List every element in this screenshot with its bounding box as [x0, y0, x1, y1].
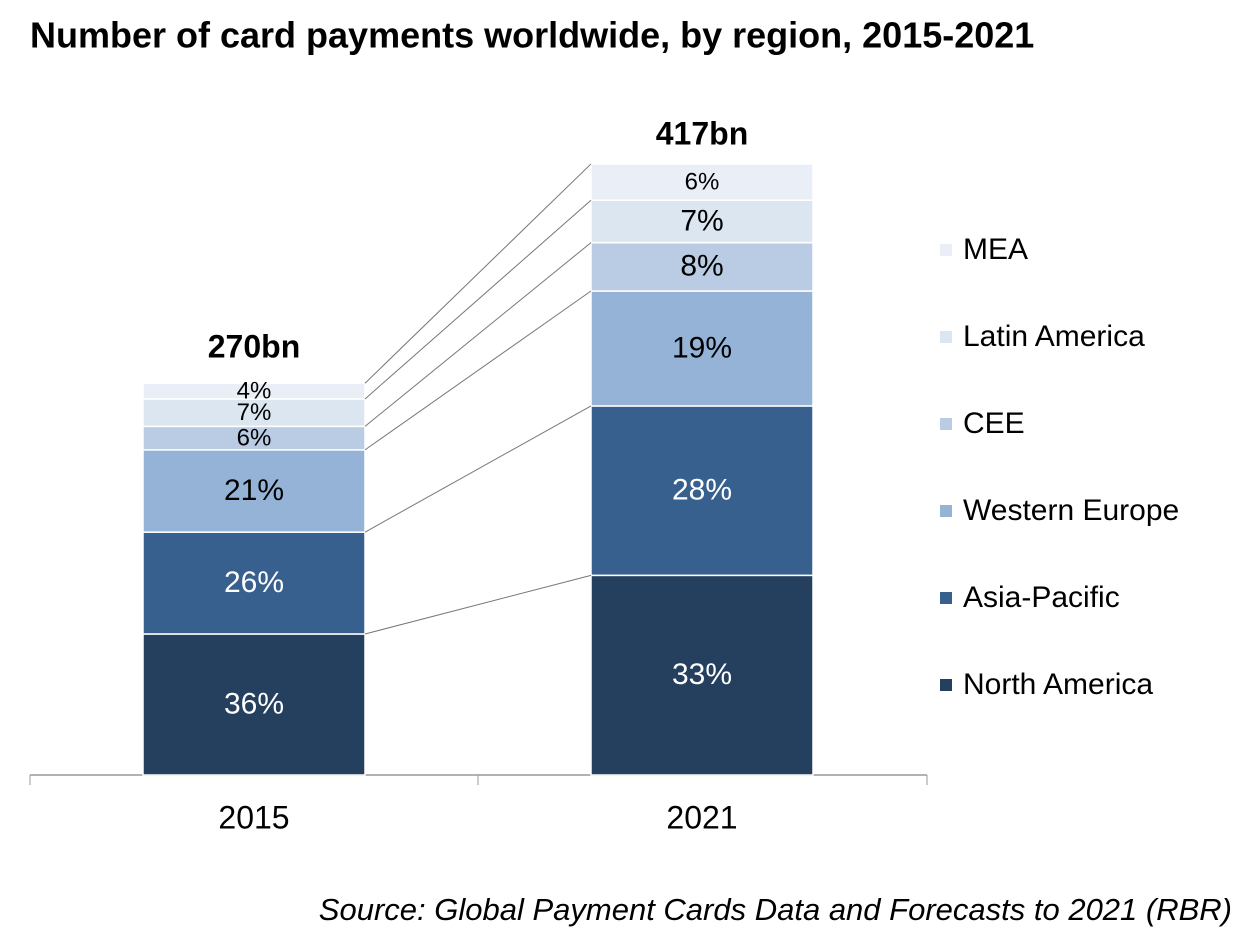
source-note: Source: Global Payment Cards Data and Fo… — [319, 892, 1232, 927]
x-tick-label: 2021 — [666, 799, 737, 835]
legend-label: CEE — [963, 407, 1025, 440]
bar-segment — [142, 633, 366, 776]
data-label: 28% — [672, 474, 732, 507]
connector — [364, 405, 592, 533]
data-label: 26% — [224, 566, 284, 599]
legend-label: North America — [963, 668, 1153, 701]
legend-swatch — [940, 331, 952, 343]
connector — [364, 290, 592, 451]
chart-title: Number of card payments worldwide, by re… — [30, 15, 1034, 56]
connector — [364, 163, 592, 384]
connector — [364, 242, 592, 427]
data-label: 7% — [237, 399, 272, 426]
data-label: 6% — [685, 168, 720, 195]
bar-segment — [590, 405, 814, 577]
bar-segment — [590, 290, 814, 407]
legend-swatch — [940, 592, 952, 604]
x-tick-label: 2015 — [218, 799, 289, 835]
legend-swatch — [940, 418, 952, 430]
legend-swatch — [940, 505, 952, 517]
bar-segment — [142, 531, 366, 635]
connector — [364, 574, 592, 635]
connector — [364, 199, 592, 400]
bar-segment — [142, 382, 366, 400]
total-label: 417bn — [656, 115, 748, 151]
data-label: 7% — [680, 204, 723, 237]
legend-label: Latin America — [963, 320, 1145, 353]
data-label: 36% — [224, 687, 284, 720]
data-label: 19% — [672, 331, 732, 364]
data-label: 4% — [237, 377, 272, 404]
data-label: 6% — [237, 424, 272, 451]
bar-segment — [590, 241, 814, 292]
data-label: 33% — [672, 658, 732, 691]
bar-segment — [590, 199, 814, 244]
bar-segment — [142, 449, 366, 533]
data-label: 8% — [680, 250, 723, 283]
legend-label: MEA — [963, 233, 1028, 266]
legend-swatch — [940, 679, 952, 691]
legend-swatch — [940, 244, 952, 256]
bar-segment — [590, 163, 814, 201]
data-label: 21% — [224, 474, 284, 507]
total-label: 270bn — [208, 329, 300, 365]
legend-label: Western Europe — [963, 494, 1179, 527]
legend-label: Asia-Pacific — [963, 581, 1120, 614]
bar-segment — [142, 398, 366, 428]
bar-segment — [590, 574, 814, 776]
